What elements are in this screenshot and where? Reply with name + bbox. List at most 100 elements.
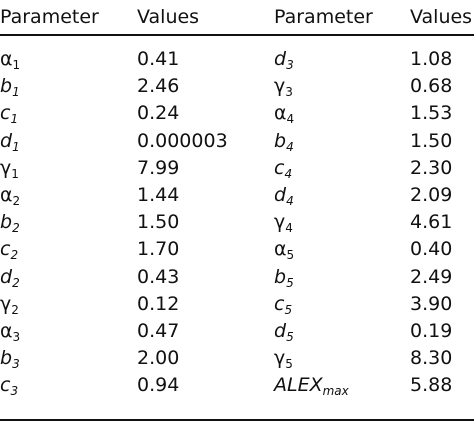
parameter-value: 2.30 [410,156,453,179]
parameter-subscript: 5 [285,357,293,372]
parameter-base: α [0,48,13,70]
parameter-value: 0.43 [137,265,180,288]
header-parameter-left: Parameter [0,6,99,28]
parameter-subscript: 3 [286,58,294,72]
parameter-base: α [274,238,287,261]
parameter-value: 0.68 [410,75,453,98]
parameter-symbol: d2 [0,264,20,291]
parameter-symbol: γ1 [0,155,19,182]
parameter-symbol: α1 [0,46,20,73]
table-row: c2 1.70 α5 0.40 [0,236,474,263]
parameter-subscript: 4 [286,139,294,154]
parameter-symbol: γ3 [274,73,293,100]
parameter-base: α [274,102,287,125]
header-values-right: Values [410,6,473,28]
parameter-symbol: γ4 [274,209,293,236]
parameter-subscript: 4 [286,193,294,208]
parameter-value: 2.46 [137,75,180,98]
parameter-value: 0.41 [137,48,180,70]
table-row: b2 1.50 γ4 4.61 [0,209,474,236]
parameter-symbol: α3 [0,318,20,345]
parameter-symbol: c4 [274,155,292,182]
parameter-base: α [0,319,13,342]
parameter-value: 8.30 [410,347,453,370]
parameter-base: γ [274,75,286,98]
parameter-value: 0.94 [137,374,180,397]
table-row: α2 1.44 d4 2.09 [0,182,474,209]
parameter-base: γ [0,292,12,315]
parameter-subscript: 5 [286,248,295,263]
parameter-base: b [0,75,13,98]
parameter-value: 0.47 [137,319,180,342]
parameter-value: 7.99 [137,156,180,179]
parameter-subscript: 1 [11,166,19,181]
parameter-value: 0.24 [137,102,180,125]
table-row: c3 0.94 ALEXmax 5.88 [0,372,474,399]
parameter-subscript: 1 [12,85,20,100]
parameter-base: b [274,265,287,288]
parameter-symbol: α2 [0,182,20,209]
parameter-value: 0.000003 [137,129,228,152]
table-row: γ2 0.12 c5 3.90 [0,291,474,318]
parameter-symbol: c1 [0,100,18,127]
parameter-base: c [274,292,285,315]
parameter-subscript: 3 [285,85,293,100]
parameter-value: 4.61 [410,211,453,234]
table-row: d1 0.000003 b4 1.50 [0,128,474,155]
parameter-value: 0.12 [137,292,180,315]
parameter-base: c [274,156,285,179]
parameter-base: c [0,374,11,397]
parameter-base: d [274,48,287,70]
parameter-symbol: γ2 [0,291,19,318]
parameter-value: 2.49 [410,265,453,288]
parameter-symbol: d5 [274,318,294,345]
parameter-base: γ [274,347,286,370]
parameter-symbol: α4 [274,100,294,127]
table-row: α3 0.47 d5 0.19 [0,318,474,345]
header-values-left: Values [137,6,200,28]
parameter-value: 1.50 [410,129,453,152]
table-header: Parameter Values Parameter Values [0,0,474,34]
parameter-base: α [0,183,13,206]
parameter-symbol: d1 [0,128,20,155]
parameter-value: 1.50 [137,211,180,234]
parameter-subscript: max [322,384,349,399]
parameter-subscript: 4 [286,112,295,127]
parameter-symbol: b1 [0,73,20,100]
parameter-value: 1.53 [410,102,453,125]
table-row: d2 0.43 b5 2.49 [0,264,474,291]
parameter-symbol: c2 [0,236,18,263]
parameter-value: 0.19 [410,319,453,342]
parameter-subscript: 5 [286,275,294,290]
table-body: α1 0.41 d3 1.08 b1 2.46 γ3 0.68 c1 0.24 α4 1.53 d1 0.… [0,46,474,399]
parameter-subscript: 2 [12,275,20,290]
table-row: b1 2.46 γ3 0.68 [0,73,474,100]
parameter-base: c [0,238,11,261]
parameter-symbol: d4 [274,182,294,209]
parameter-base: d [274,319,287,342]
header-parameter-right: Parameter [274,6,373,28]
parameter-value: 2.09 [410,183,453,206]
parameter-value: 2.00 [137,347,180,370]
parameter-base: γ [0,156,12,179]
parameter-base: b [0,347,13,370]
parameter-symbol: b5 [274,264,294,291]
parameter-subscript: 1 [10,112,19,127]
header-rule [0,34,474,36]
parameter-symbol: c3 [0,372,18,399]
parameter-subscript: 3 [12,329,21,344]
parameter-symbol: b2 [0,209,20,236]
parameter-symbol: γ5 [274,345,293,372]
parameter-value: 3.90 [410,292,453,315]
parameter-value: 1.08 [410,48,453,70]
parameter-subscript: 4 [285,221,293,236]
parameter-symbol: c5 [274,291,292,318]
parameter-base: b [274,129,287,152]
table-row: γ1 7.99 c4 2.30 [0,155,474,182]
parameter-subscript: 1 [12,139,20,154]
parameter-symbol: ALEXmax [274,372,349,399]
parameter-base: ALEX [274,374,323,397]
parameter-base: c [0,102,11,125]
parameter-value: 5.88 [410,374,453,397]
parameter-symbol: b3 [0,345,20,372]
